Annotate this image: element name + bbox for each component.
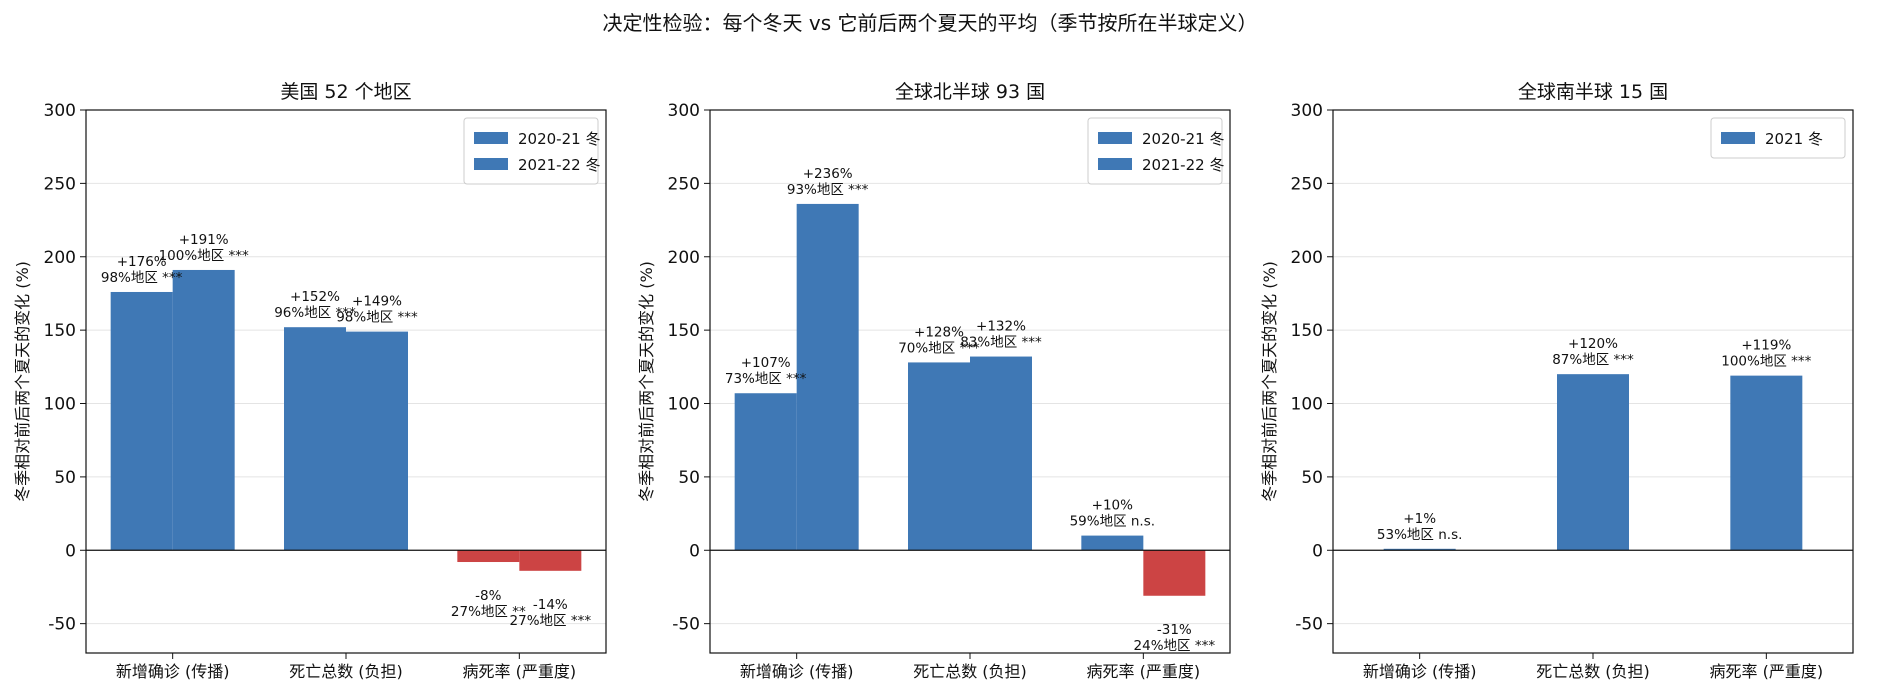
y-tick-label: 250 bbox=[668, 174, 700, 194]
bar bbox=[110, 291, 173, 551]
data-label: +10% 59%地区 n.s. bbox=[1070, 498, 1155, 530]
x-tick-label: 死亡总数 (负担) bbox=[289, 662, 403, 681]
legend-swatch bbox=[1098, 158, 1132, 170]
x-tick-label: 病死率 (严重度) bbox=[1087, 662, 1201, 681]
x-tick-label: 新增确诊 (传播) bbox=[1363, 662, 1477, 681]
bar bbox=[1081, 535, 1144, 551]
y-tick-label: 50 bbox=[54, 468, 76, 488]
y-tick-label: 300 bbox=[1291, 101, 1323, 121]
data-label: +119% 100%地区 *** bbox=[1721, 338, 1811, 370]
y-tick-label: 0 bbox=[689, 541, 700, 561]
chart-panel-1: -50 0 50 100 150 200 250 300 +176% 98%地区 *** +152%… bbox=[13, 81, 607, 681]
bar bbox=[908, 362, 970, 551]
data-label: +236% 93%地区 *** bbox=[787, 166, 869, 198]
bar bbox=[519, 550, 582, 571]
legend-label: 2021-22 冬 bbox=[518, 156, 600, 174]
legend-label: 2020-21 冬 bbox=[1142, 130, 1224, 148]
bar bbox=[970, 356, 1032, 551]
x-tick-label: 新增确诊 (传播) bbox=[740, 662, 854, 681]
x-tick-label: 死亡总数 (负担) bbox=[913, 662, 1027, 681]
y-tick-label: -50 bbox=[672, 615, 700, 635]
y-tick-label: 100 bbox=[668, 395, 700, 415]
data-label: -31% 24%地区 *** bbox=[1134, 622, 1216, 654]
data-label: +176% 98%地区 *** bbox=[101, 254, 183, 286]
legend-box bbox=[1710, 117, 1846, 159]
bar bbox=[172, 269, 235, 551]
legend-label: 2021 冬 bbox=[1765, 130, 1823, 148]
legend-box bbox=[463, 117, 599, 185]
bar bbox=[734, 393, 797, 551]
y-tick-label: 0 bbox=[1312, 541, 1323, 561]
bar bbox=[457, 550, 520, 563]
y-tick-label: 50 bbox=[678, 468, 700, 488]
y-tick-label: 150 bbox=[1291, 321, 1323, 341]
y-tick-label: 200 bbox=[44, 248, 76, 268]
bar bbox=[284, 327, 346, 551]
y-tick-label: 0 bbox=[65, 541, 76, 561]
y-tick-label: 150 bbox=[44, 321, 76, 341]
y-tick-label: -50 bbox=[48, 615, 76, 635]
data-label: +1% 53%地区 n.s. bbox=[1377, 511, 1462, 543]
chart-panel-2: -50 0 50 100 150 200 250 300 +107% 73%地区 *** +128%… bbox=[637, 81, 1231, 681]
legend-box bbox=[1087, 117, 1223, 185]
x-tick-label: 病死率 (严重度) bbox=[1710, 662, 1824, 681]
legend-label: 2020-21 冬 bbox=[518, 130, 600, 148]
figure-title: 决定性检验：每个冬天 vs 它前后两个夏天的平均（季节按所在半球定义） bbox=[603, 11, 1258, 35]
x-tick-label: 死亡总数 (负担) bbox=[1536, 662, 1650, 681]
y-tick-label: 100 bbox=[44, 395, 76, 415]
data-label: -14% 27%地区 *** bbox=[510, 597, 592, 629]
y-tick-label: 300 bbox=[44, 101, 76, 121]
data-label: +152% 96%地区 *** bbox=[274, 289, 356, 321]
data-label: +132% 83%地区 *** bbox=[960, 319, 1042, 351]
legend-swatch bbox=[474, 132, 508, 144]
data-label: +107% 73%地区 *** bbox=[725, 355, 807, 387]
bar bbox=[346, 331, 408, 551]
x-tick-label: 病死率 (严重度) bbox=[463, 662, 577, 681]
bar bbox=[1557, 374, 1629, 551]
y-tick-label: 200 bbox=[668, 248, 700, 268]
y-tick-label: 300 bbox=[668, 101, 700, 121]
bar bbox=[1730, 375, 1803, 551]
y-axis-label: 冬季相对前后两个夏天的变化 (%) bbox=[637, 261, 656, 502]
data-label: +128% 70%地区 *** bbox=[898, 324, 980, 356]
y-tick-label: 250 bbox=[44, 174, 76, 194]
y-tick-label: 150 bbox=[668, 321, 700, 341]
chart-title: 全球南半球 15 国 bbox=[1518, 81, 1668, 103]
legend-swatch bbox=[1098, 132, 1132, 144]
y-axis-label: 冬季相对前后两个夏天的变化 (%) bbox=[13, 261, 32, 502]
x-tick-label: 新增确诊 (传播) bbox=[116, 662, 230, 681]
legend-swatch bbox=[474, 158, 508, 170]
bar bbox=[1143, 550, 1206, 596]
chart-title: 全球北半球 93 国 bbox=[895, 81, 1045, 103]
y-tick-label: 50 bbox=[1301, 468, 1323, 488]
y-tick-label: 250 bbox=[1291, 174, 1323, 194]
y-tick-label: -50 bbox=[1295, 615, 1323, 635]
data-label: +191% 100%地区 *** bbox=[159, 232, 249, 264]
bar bbox=[1383, 548, 1456, 551]
legend-label: 2021-22 冬 bbox=[1142, 156, 1224, 174]
chart-panel-3: -50 0 50 100 150 200 250 300 +1% 53%地区 n.s. +120% 8… bbox=[1260, 81, 1854, 681]
data-label: +149% 98%地区 *** bbox=[336, 294, 418, 326]
y-tick-label: 200 bbox=[1291, 248, 1323, 268]
legend-swatch bbox=[1721, 132, 1755, 144]
data-label: +120% 87%地区 *** bbox=[1552, 336, 1634, 368]
bar bbox=[796, 203, 859, 551]
chart-title: 美国 52 个地区 bbox=[280, 81, 411, 103]
y-tick-label: 100 bbox=[1291, 395, 1323, 415]
y-axis-label: 冬季相对前后两个夏天的变化 (%) bbox=[1260, 261, 1279, 502]
data-label: -8% 27%地区 ** bbox=[451, 588, 526, 620]
